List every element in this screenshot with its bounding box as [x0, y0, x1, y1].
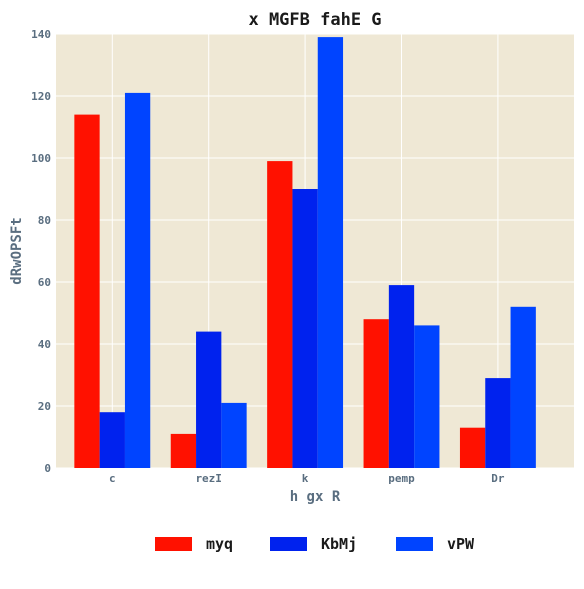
x-axis-label: h gx R [290, 489, 341, 505]
bar [414, 325, 440, 468]
x-tick-label: rezI [195, 472, 222, 485]
x-tick-label: pemp [388, 472, 415, 485]
bar [124, 92, 151, 469]
bar [99, 412, 125, 468]
bar [485, 378, 511, 468]
y-tick-label: 0 [44, 462, 51, 475]
x-tick-label: k [302, 472, 309, 485]
bar [317, 37, 344, 468]
legend-swatch [270, 537, 307, 551]
bar [170, 433, 197, 468]
bars [74, 37, 536, 469]
y-tick-label: 140 [31, 28, 51, 41]
legend: myq KbMj vPW [155, 535, 475, 553]
bar [510, 306, 536, 468]
legend-label: vPW [447, 535, 475, 553]
bar [292, 189, 318, 468]
y-tick-label: 40 [38, 338, 51, 351]
legend-swatch [155, 537, 192, 551]
x-axis-ticks: c rezI k pemp Dr [109, 472, 505, 485]
bar [388, 285, 415, 468]
bar [196, 331, 222, 468]
bar [267, 161, 293, 468]
y-tick-label: 100 [31, 152, 51, 165]
legend-label: KbMj [321, 535, 357, 553]
x-tick-label: c [109, 472, 116, 485]
legend-swatch [396, 537, 433, 551]
y-tick-label: 20 [38, 400, 51, 413]
y-axis-ticks: 0 20 40 60 80 100 120 140 [31, 28, 51, 475]
legend-label: myq [206, 535, 233, 553]
y-tick-label: 80 [38, 214, 51, 227]
chart-title: x MGFB fahE G [248, 10, 381, 30]
y-tick-label: 60 [38, 276, 51, 289]
bar [363, 319, 389, 468]
bar [459, 427, 486, 468]
y-axis-label: dRwOPSFt [9, 217, 25, 284]
y-tick-label: 120 [31, 90, 51, 103]
bar [74, 114, 100, 468]
bar [221, 402, 247, 468]
x-tick-label: Dr [491, 472, 505, 485]
